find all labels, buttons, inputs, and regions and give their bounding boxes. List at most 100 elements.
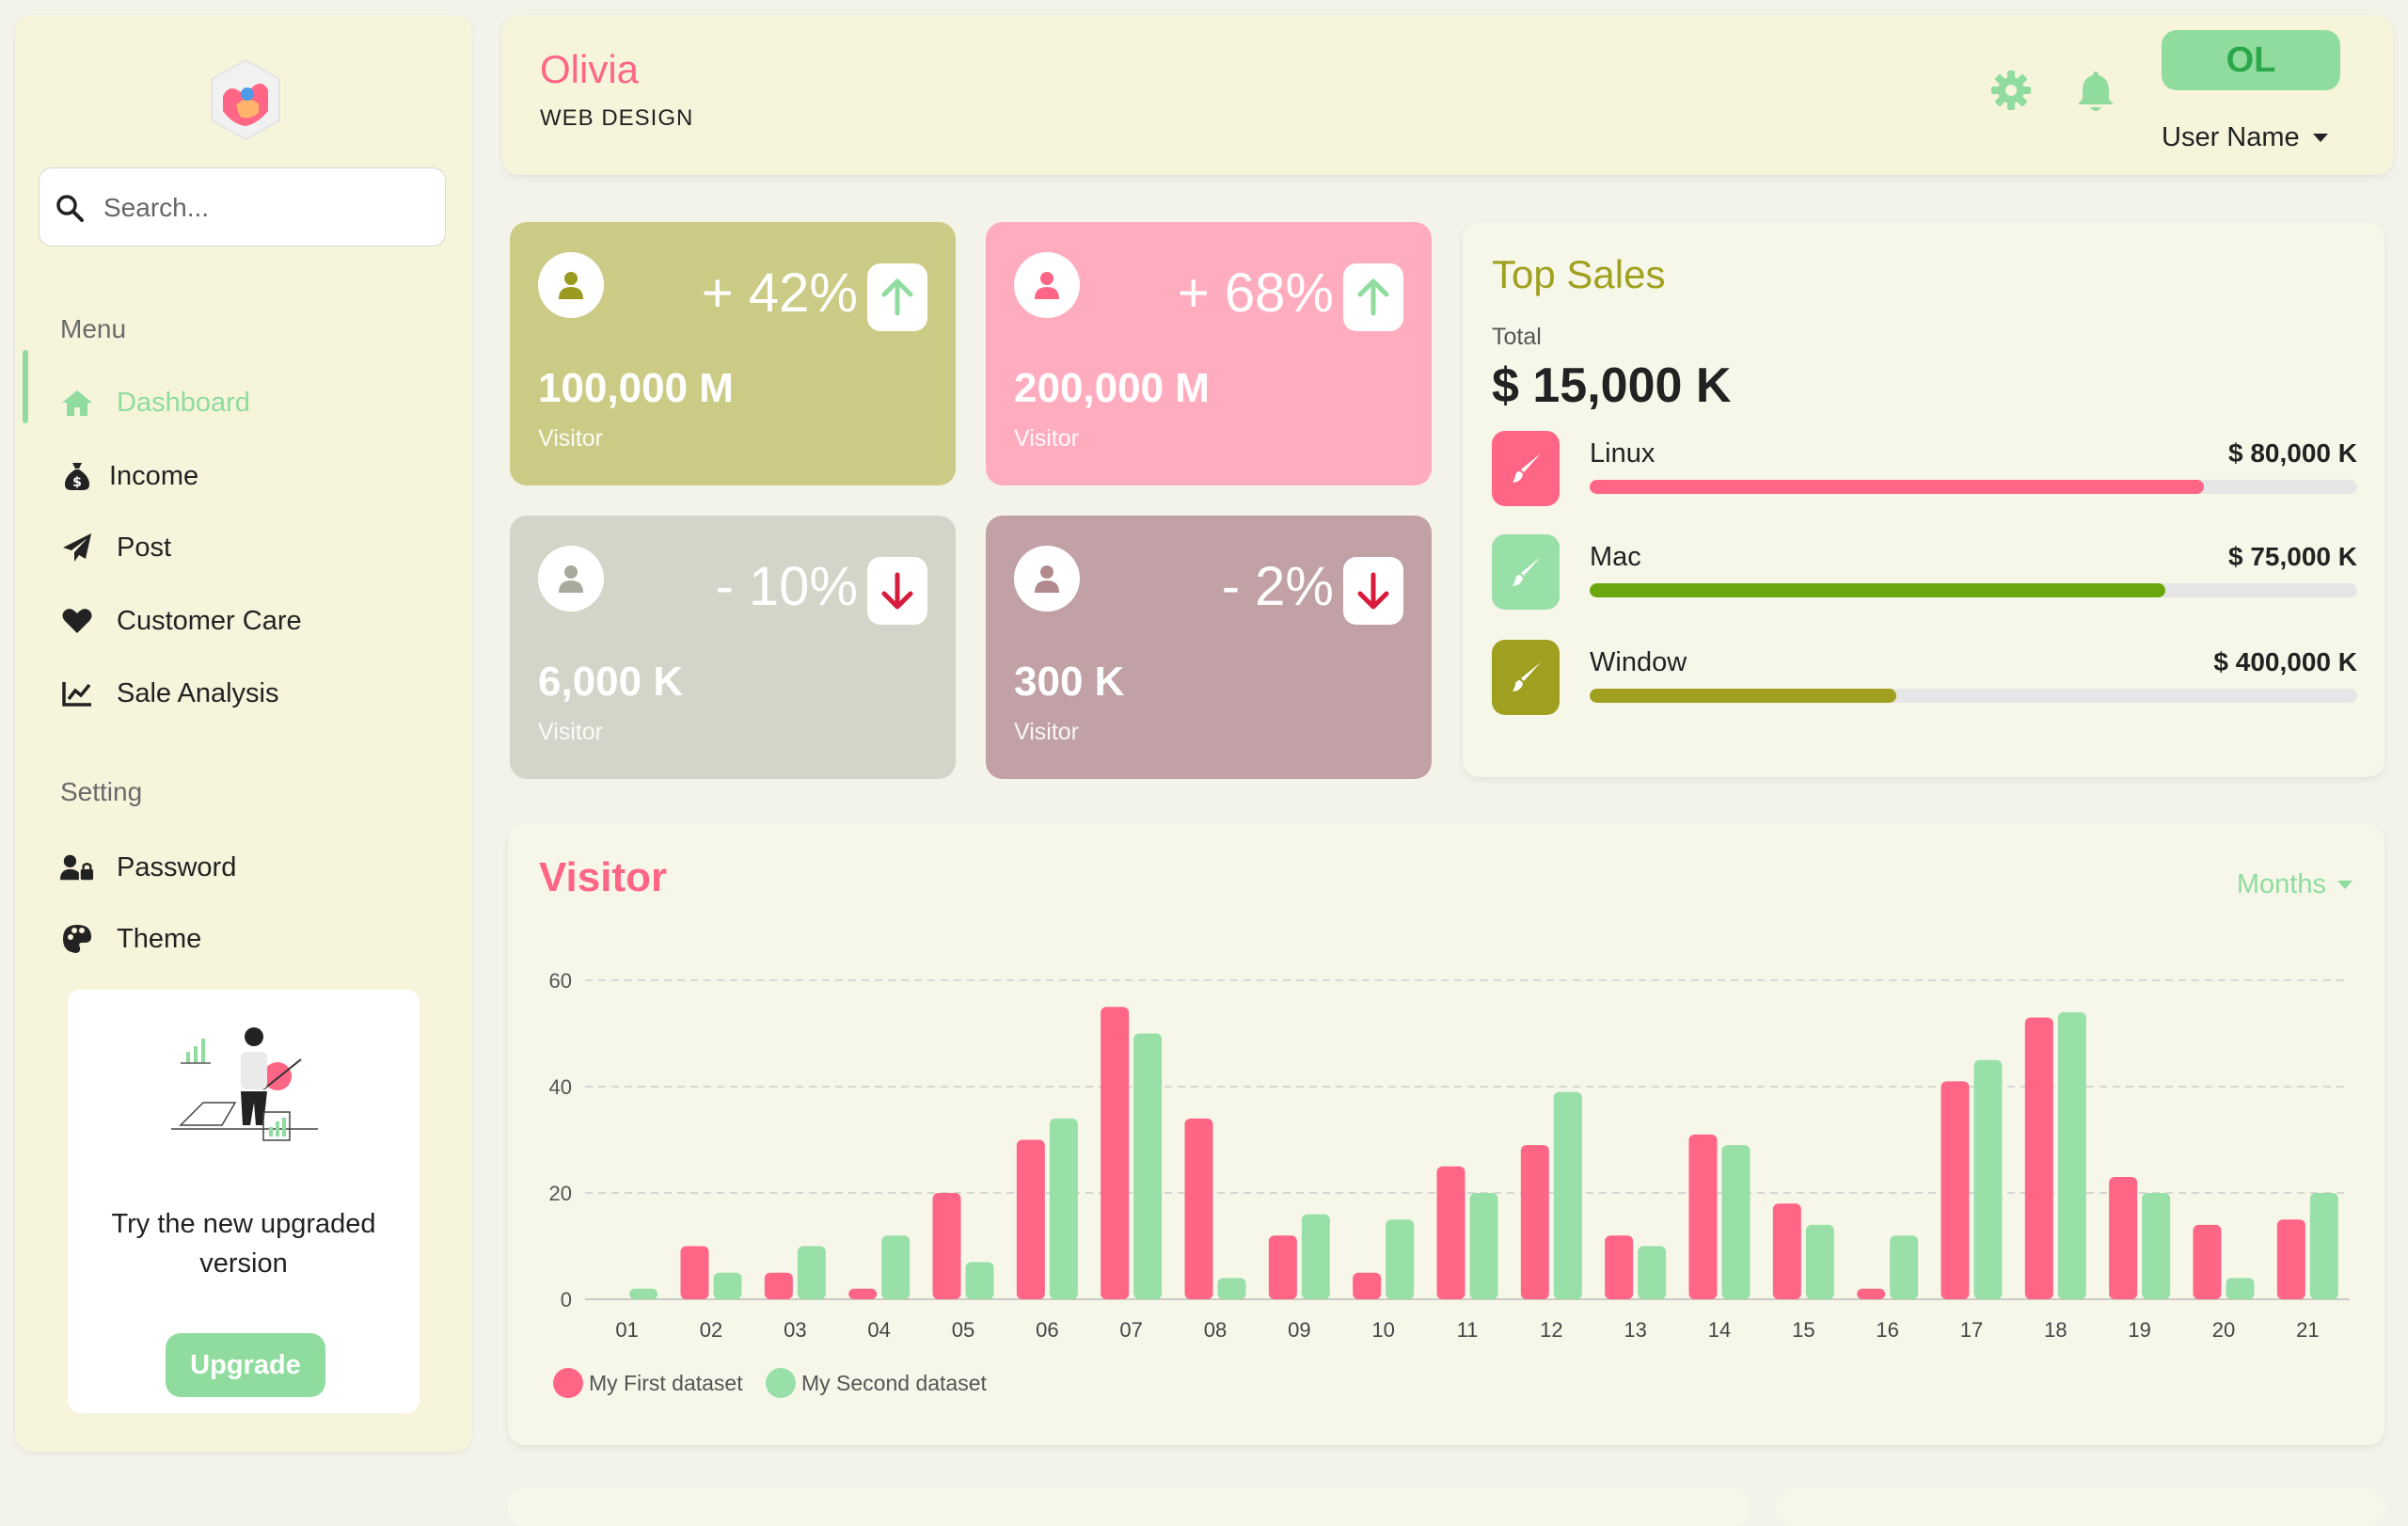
search-input[interactable]	[102, 185, 425, 230]
bar	[713, 1272, 742, 1299]
bar	[2057, 1011, 2086, 1299]
bar	[1805, 1224, 1834, 1299]
y-tick-label: 0	[561, 1288, 572, 1311]
stat-value: 6,000 K	[538, 659, 684, 705]
bar	[1553, 1091, 1582, 1299]
x-tick-label: 15	[1792, 1318, 1814, 1342]
bar	[1857, 1288, 1886, 1299]
stat-label: Visitor	[1014, 425, 1080, 452]
bell-icon[interactable]	[2077, 70, 2115, 113]
stat-label: Visitor	[538, 719, 604, 745]
bar	[2109, 1177, 2138, 1299]
sidebar-item-customer-care[interactable]: Customer Care	[60, 598, 455, 644]
x-tick-label: 09	[1288, 1318, 1310, 1342]
x-tick-label: 02	[700, 1318, 722, 1342]
sales-item-amount: $ 80,000 K	[2228, 438, 2357, 468]
bottom-card-right	[1776, 1488, 2384, 1526]
sidebar-item-sale-analysis[interactable]: Sale Analysis	[60, 671, 455, 716]
sales-progress-fill	[1590, 689, 1897, 703]
user-role: WEB DESIGN	[540, 105, 694, 131]
sidebar-item-label: Post	[117, 532, 172, 563]
legend-label: My First dataset	[589, 1371, 743, 1395]
sidebar-item-income[interactable]: $ Income	[60, 453, 455, 499]
stat-card[interactable]: + 42% 100,000 M Visitor	[510, 222, 956, 485]
caret-down-icon	[2337, 881, 2353, 889]
stat-change: + 68%	[1177, 262, 1334, 324]
legend-swatch	[766, 1368, 796, 1398]
bar	[1133, 1033, 1163, 1299]
sales-row-linux[interactable]: Linux $ 80,000 K	[1492, 431, 2357, 508]
stat-card[interactable]: + 68% 200,000 M Visitor	[986, 222, 1432, 485]
stat-label: Visitor	[1014, 719, 1080, 745]
arrow-up-icon	[1343, 263, 1403, 331]
y-tick-label: 20	[549, 1182, 572, 1205]
menu-section-title: Menu	[60, 314, 127, 343]
stat-value: 300 K	[1014, 659, 1125, 705]
stat-card[interactable]: - 10% 6,000 K Visitor	[510, 516, 956, 779]
sidebar-item-label: Sale Analysis	[117, 677, 279, 708]
x-tick-label: 17	[1960, 1318, 1983, 1342]
brush-icon	[1492, 640, 1560, 715]
x-tick-label: 19	[2128, 1318, 2150, 1342]
active-indicator	[23, 350, 28, 423]
brush-icon	[1492, 534, 1560, 610]
sidebar-item-label: Dashboard	[117, 387, 250, 418]
visitor-chart-card: Visitor Months 0 20 40 60 01 02 03 04 05 06 07 08 09…	[508, 824, 2384, 1445]
upgrade-button[interactable]: Upgrade	[166, 1333, 325, 1397]
bar	[764, 1272, 793, 1299]
bar	[848, 1288, 878, 1299]
setting-section-title: Setting	[60, 777, 143, 806]
bar	[1721, 1145, 1751, 1299]
stat-value: 100,000 M	[538, 365, 734, 411]
stat-change: - 10%	[715, 556, 858, 617]
sales-item-name: Mac	[1590, 542, 1641, 572]
user-icon	[538, 546, 604, 612]
visitor-bar-chart: 0 20 40 60 01 02 03 04 05 06 07 08 09 10 11 12 13 14 15 16 1…	[549, 969, 2350, 1398]
bar	[1941, 1081, 1970, 1299]
bar	[1016, 1139, 1045, 1299]
arrow-down-icon	[1343, 557, 1403, 625]
stat-value: 200,000 M	[1014, 365, 1210, 411]
home-icon	[60, 386, 94, 420]
period-dropdown[interactable]: Months	[2237, 869, 2353, 900]
bar	[1890, 1235, 1919, 1299]
bar	[1217, 1278, 1246, 1299]
bar	[2024, 1017, 2053, 1299]
visitor-title: Visitor	[539, 854, 668, 900]
avatar[interactable]: OL	[2162, 30, 2340, 90]
search-box[interactable]	[39, 167, 446, 246]
y-tick-label: 40	[549, 1075, 572, 1099]
sidebar-item-label: Income	[109, 460, 199, 491]
sales-item-amount: $ 75,000 K	[2228, 542, 2357, 571]
x-tick-label: 04	[867, 1318, 890, 1342]
total-label: Total	[1492, 324, 1542, 350]
bar	[1469, 1193, 1498, 1299]
x-tick-label: 13	[1624, 1318, 1646, 1342]
sidebar-item-password[interactable]: Password	[60, 845, 455, 890]
user-menu-dropdown[interactable]: User Name	[2162, 122, 2328, 153]
palette-icon	[60, 922, 94, 956]
y-tick-label: 60	[549, 969, 572, 993]
stat-card[interactable]: - 2% 300 K Visitor	[986, 516, 1432, 779]
paper-plane-icon	[60, 531, 94, 564]
bar	[1638, 1246, 1667, 1299]
bar	[1353, 1272, 1382, 1299]
legend-label: My Second dataset	[801, 1371, 988, 1395]
user-icon	[1014, 546, 1080, 612]
sales-row-mac[interactable]: Mac $ 75,000 K	[1492, 534, 2357, 612]
sidebar-item-theme[interactable]: Theme	[60, 916, 455, 962]
gear-icon[interactable]	[1990, 70, 2032, 111]
bar	[1184, 1118, 1213, 1299]
bar	[1772, 1203, 1801, 1299]
sales-progress-track	[1590, 480, 2357, 494]
x-tick-label: 18	[2044, 1318, 2067, 1342]
sales-row-window[interactable]: Window $ 400,000 K	[1492, 640, 2357, 717]
user-first-name: Olivia	[540, 47, 640, 91]
upgrade-card: Try the new upgraded version Upgrade	[68, 990, 420, 1413]
sidebar-item-post[interactable]: Post	[60, 525, 455, 570]
sidebar: Menu Dashboard $ Income Post Customer Ca…	[15, 15, 472, 1452]
sidebar-item-dashboard[interactable]: Dashboard	[60, 380, 455, 425]
bar	[1268, 1235, 1297, 1299]
x-tick-label: 21	[2296, 1318, 2319, 1342]
sales-item-amount: $ 400,000 K	[2213, 647, 2357, 676]
